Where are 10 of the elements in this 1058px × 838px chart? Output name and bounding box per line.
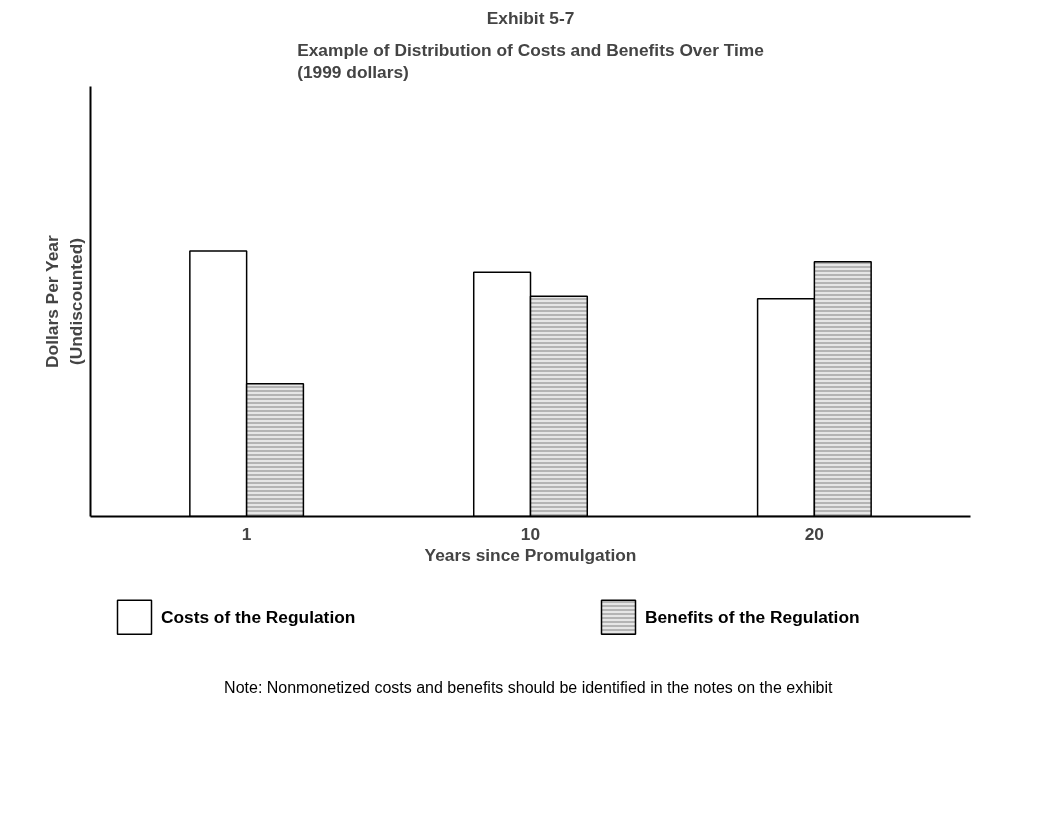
- chart-title: Exhibit 5-7: [486, 7, 575, 28]
- legend-label: Benefits of the Regulation: [644, 607, 860, 628]
- x-tick-label: 20: [804, 523, 825, 544]
- legend-label: Costs of the Regulation: [160, 607, 356, 628]
- x-tick-label: 1: [241, 523, 252, 544]
- text: Note: Nonmonetized costs and benefits should be identified in the notes on the exhibit: [224, 678, 834, 696]
- x-axis-title: Years since Promulgation: [424, 544, 637, 565]
- y-axis-title: Dollars Per Year (Undiscounted): [41, 235, 86, 368]
- x-tick-label: 10: [520, 523, 541, 544]
- chart-subtitle: Example of Distribution of Costs and Benefits Over Time (1999 dollars): [297, 39, 765, 82]
